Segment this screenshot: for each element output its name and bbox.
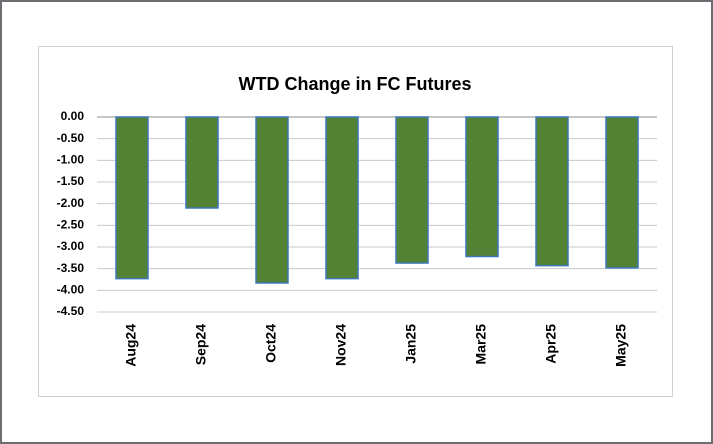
y-tick-label: -1.00 <box>57 153 85 167</box>
y-tick-label: 0.00 <box>61 109 85 123</box>
x-tick-label: Aug24 <box>123 324 139 367</box>
x-tick-label: Jan25 <box>403 324 419 364</box>
y-tick-label: -3.50 <box>57 261 85 275</box>
y-tick-label: -3.00 <box>57 239 85 253</box>
bar <box>605 116 639 269</box>
x-tick-label: Apr25 <box>543 324 559 364</box>
bar <box>535 116 569 267</box>
y-tick-label: -2.50 <box>57 218 85 232</box>
bar <box>465 116 499 258</box>
bar <box>115 116 149 280</box>
bar <box>185 116 219 209</box>
y-tick-label: -4.50 <box>57 304 85 318</box>
bar <box>255 116 289 284</box>
y-tick-label: -1.50 <box>57 174 85 188</box>
x-tick-label: Oct24 <box>263 324 279 363</box>
y-tick-label: -0.50 <box>57 131 85 145</box>
chart-title: WTD Change in FC Futures <box>239 74 472 94</box>
y-tick-label: -2.00 <box>57 196 85 210</box>
x-tick-label: Nov24 <box>333 324 349 366</box>
bar <box>325 116 359 280</box>
x-tick-label: May25 <box>613 324 629 367</box>
x-tick-label: Mar25 <box>473 324 489 365</box>
bar <box>395 116 429 264</box>
x-tick-label: Sep24 <box>193 324 209 365</box>
y-tick-label: -4.00 <box>57 283 85 297</box>
